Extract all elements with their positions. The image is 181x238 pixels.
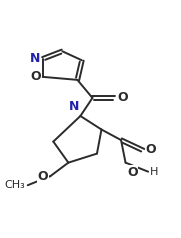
Text: O: O [30, 70, 41, 83]
Text: O: O [127, 166, 138, 179]
Text: H: H [150, 167, 158, 177]
Text: O: O [117, 91, 128, 104]
Text: N: N [69, 100, 79, 113]
Text: O: O [37, 170, 48, 183]
Text: O: O [146, 143, 157, 156]
Text: CH₃: CH₃ [5, 180, 26, 190]
Text: N: N [30, 52, 41, 65]
